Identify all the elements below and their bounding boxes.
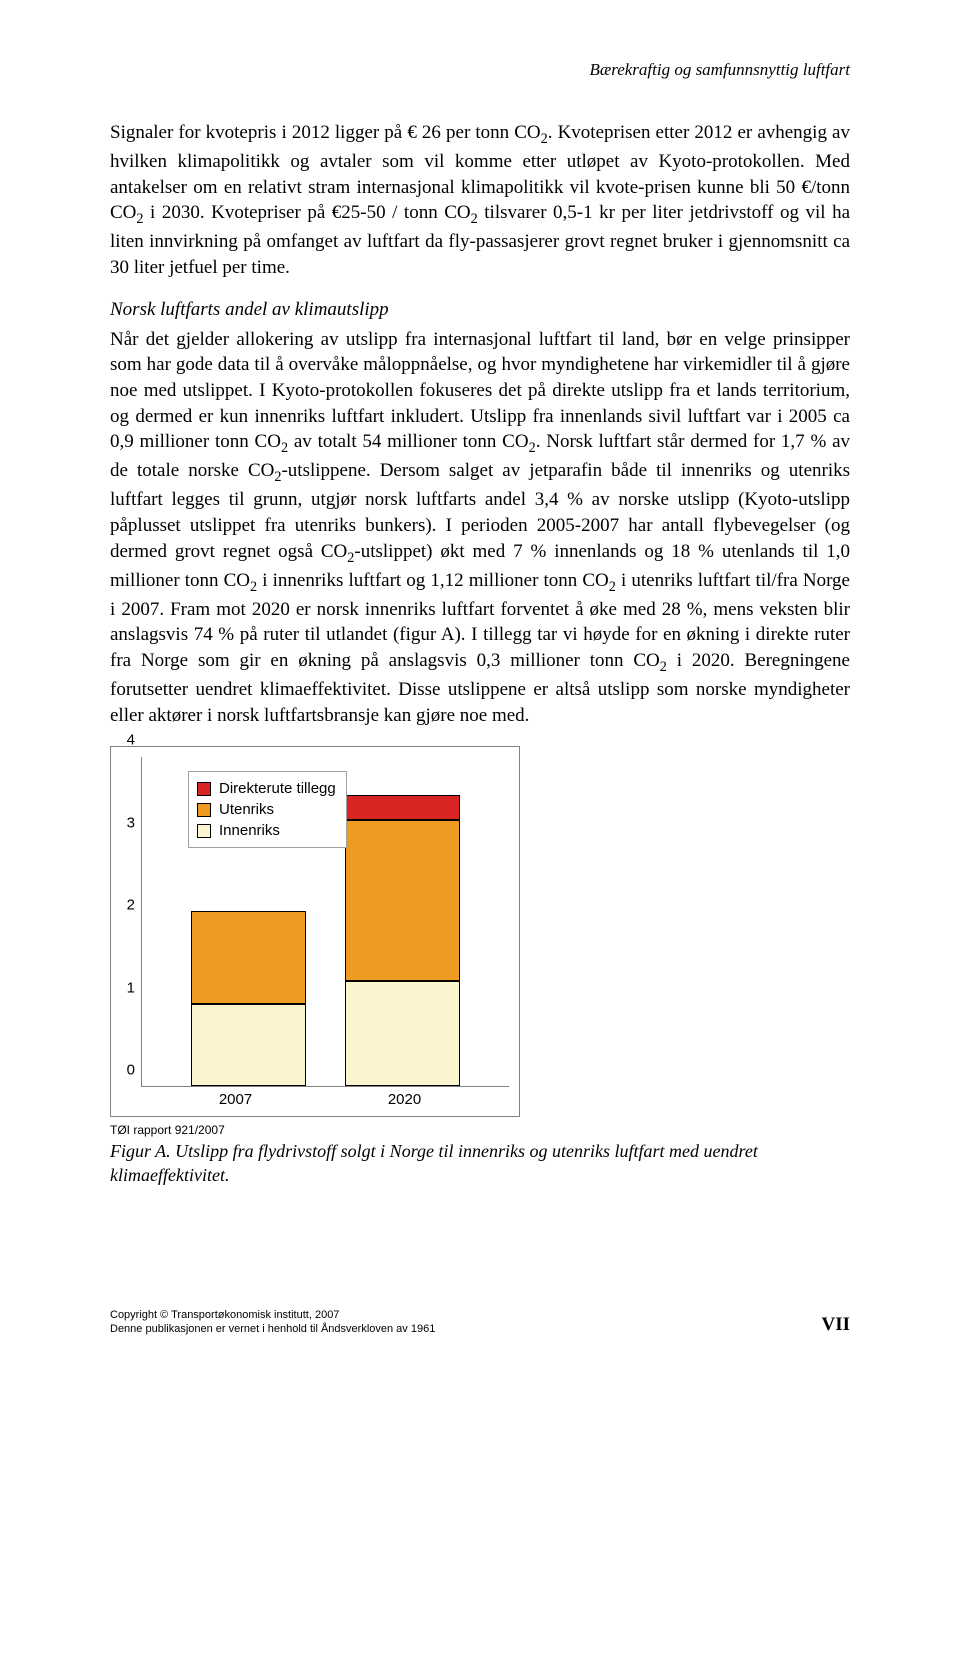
- plot-area: Direkterute tillegg Utenriks Innenriks: [141, 757, 509, 1087]
- y-axis: 01234: [111, 747, 141, 1087]
- y-tick: 3: [127, 814, 135, 831]
- paragraph-1: Signaler for kvotepris i 2012 ligger på …: [110, 120, 850, 281]
- legend-swatch: [197, 782, 211, 796]
- copyright-line: Copyright © Transportøkonomisk institutt…: [110, 1308, 435, 1322]
- legend-swatch: [197, 803, 211, 817]
- legend-label: Utenriks: [219, 801, 274, 818]
- bar-2007: [191, 911, 306, 1086]
- paragraph-2: Når det gjelder allokering av utslipp fr…: [110, 327, 850, 729]
- page-footer: Copyright © Transportøkonomisk institutt…: [110, 1308, 850, 1337]
- x-label: 2020: [388, 1091, 421, 1108]
- bar-segment: [345, 981, 460, 1087]
- section-heading: Norsk luftfarts andel av klimautslipp: [110, 299, 850, 321]
- running-header: Bærekraftig og samfunnsnyttig luftfart: [110, 60, 850, 80]
- y-tick: 1: [127, 979, 135, 996]
- bar-segment: [191, 911, 306, 1003]
- x-label: 2007: [219, 1091, 252, 1108]
- bar-2020: [345, 795, 460, 1086]
- legend-item: Direkterute tillegg: [197, 778, 336, 799]
- rights-line: Denne publikasjonen er vernet i henhold …: [110, 1322, 435, 1336]
- chart-legend: Direkterute tillegg Utenriks Innenriks: [188, 771, 347, 848]
- chart-source: TØI rapport 921/2007: [110, 1123, 850, 1137]
- bar-segment: [345, 795, 460, 820]
- y-tick: 4: [127, 732, 135, 749]
- bar-segment: [345, 820, 460, 981]
- legend-item: Utenriks: [197, 799, 336, 820]
- x-axis: 2007 2020: [111, 1087, 519, 1116]
- legend-item: Innenriks: [197, 820, 336, 841]
- legend-label: Direkterute tillegg: [219, 780, 336, 797]
- figure-caption: Figur A. Utslipp fra flydrivstoff solgt …: [110, 1139, 850, 1188]
- emissions-chart: 01234 Direkterute tilleggUtenriksInnenri…: [110, 746, 520, 1117]
- page-number: VII: [821, 1314, 850, 1336]
- legend-label: Innenriks: [219, 822, 280, 839]
- y-tick: 0: [127, 1062, 135, 1079]
- y-tick: 2: [127, 897, 135, 914]
- legend-swatch: [197, 824, 211, 838]
- bar-segment: [191, 1004, 306, 1087]
